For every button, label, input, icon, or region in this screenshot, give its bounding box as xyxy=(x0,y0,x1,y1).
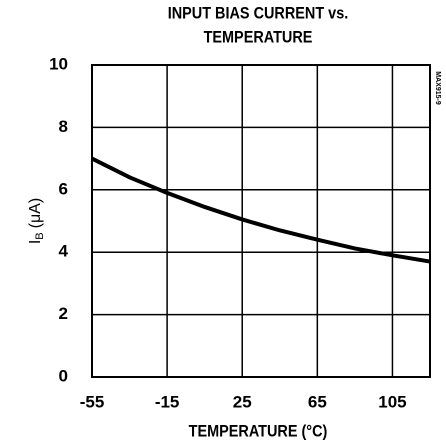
x-axis-label: TEMPERATURE (°C) xyxy=(189,422,328,440)
y-axis-subscript: B xyxy=(34,232,46,239)
x-tick-label: -15 xyxy=(155,392,180,411)
x-tick-label: 65 xyxy=(308,392,327,411)
y-axis-unit: (μA) xyxy=(27,198,44,229)
y-tick-label: 0 xyxy=(59,366,68,385)
data-line xyxy=(91,156,431,264)
chart-title: TEMPERATURE xyxy=(204,28,313,46)
annotation: MAX915-9 xyxy=(434,71,441,105)
x-tick-label: 105 xyxy=(378,392,406,411)
y-tick-label: 8 xyxy=(59,117,68,136)
y-axis-symbol: I xyxy=(27,240,44,244)
x-tick-label: -55 xyxy=(80,392,105,411)
chart-title: INPUT BIAS CURRENT vs. xyxy=(168,4,349,22)
y-tick-label: 6 xyxy=(59,179,68,198)
y-tick-label: 2 xyxy=(59,304,68,323)
y-tick-label: 10 xyxy=(49,54,68,73)
y-tick-label: 4 xyxy=(59,242,69,261)
y-axis-label: IB (μA) xyxy=(27,198,46,244)
x-tick-label: 25 xyxy=(233,392,252,411)
plot-frame xyxy=(91,64,431,378)
